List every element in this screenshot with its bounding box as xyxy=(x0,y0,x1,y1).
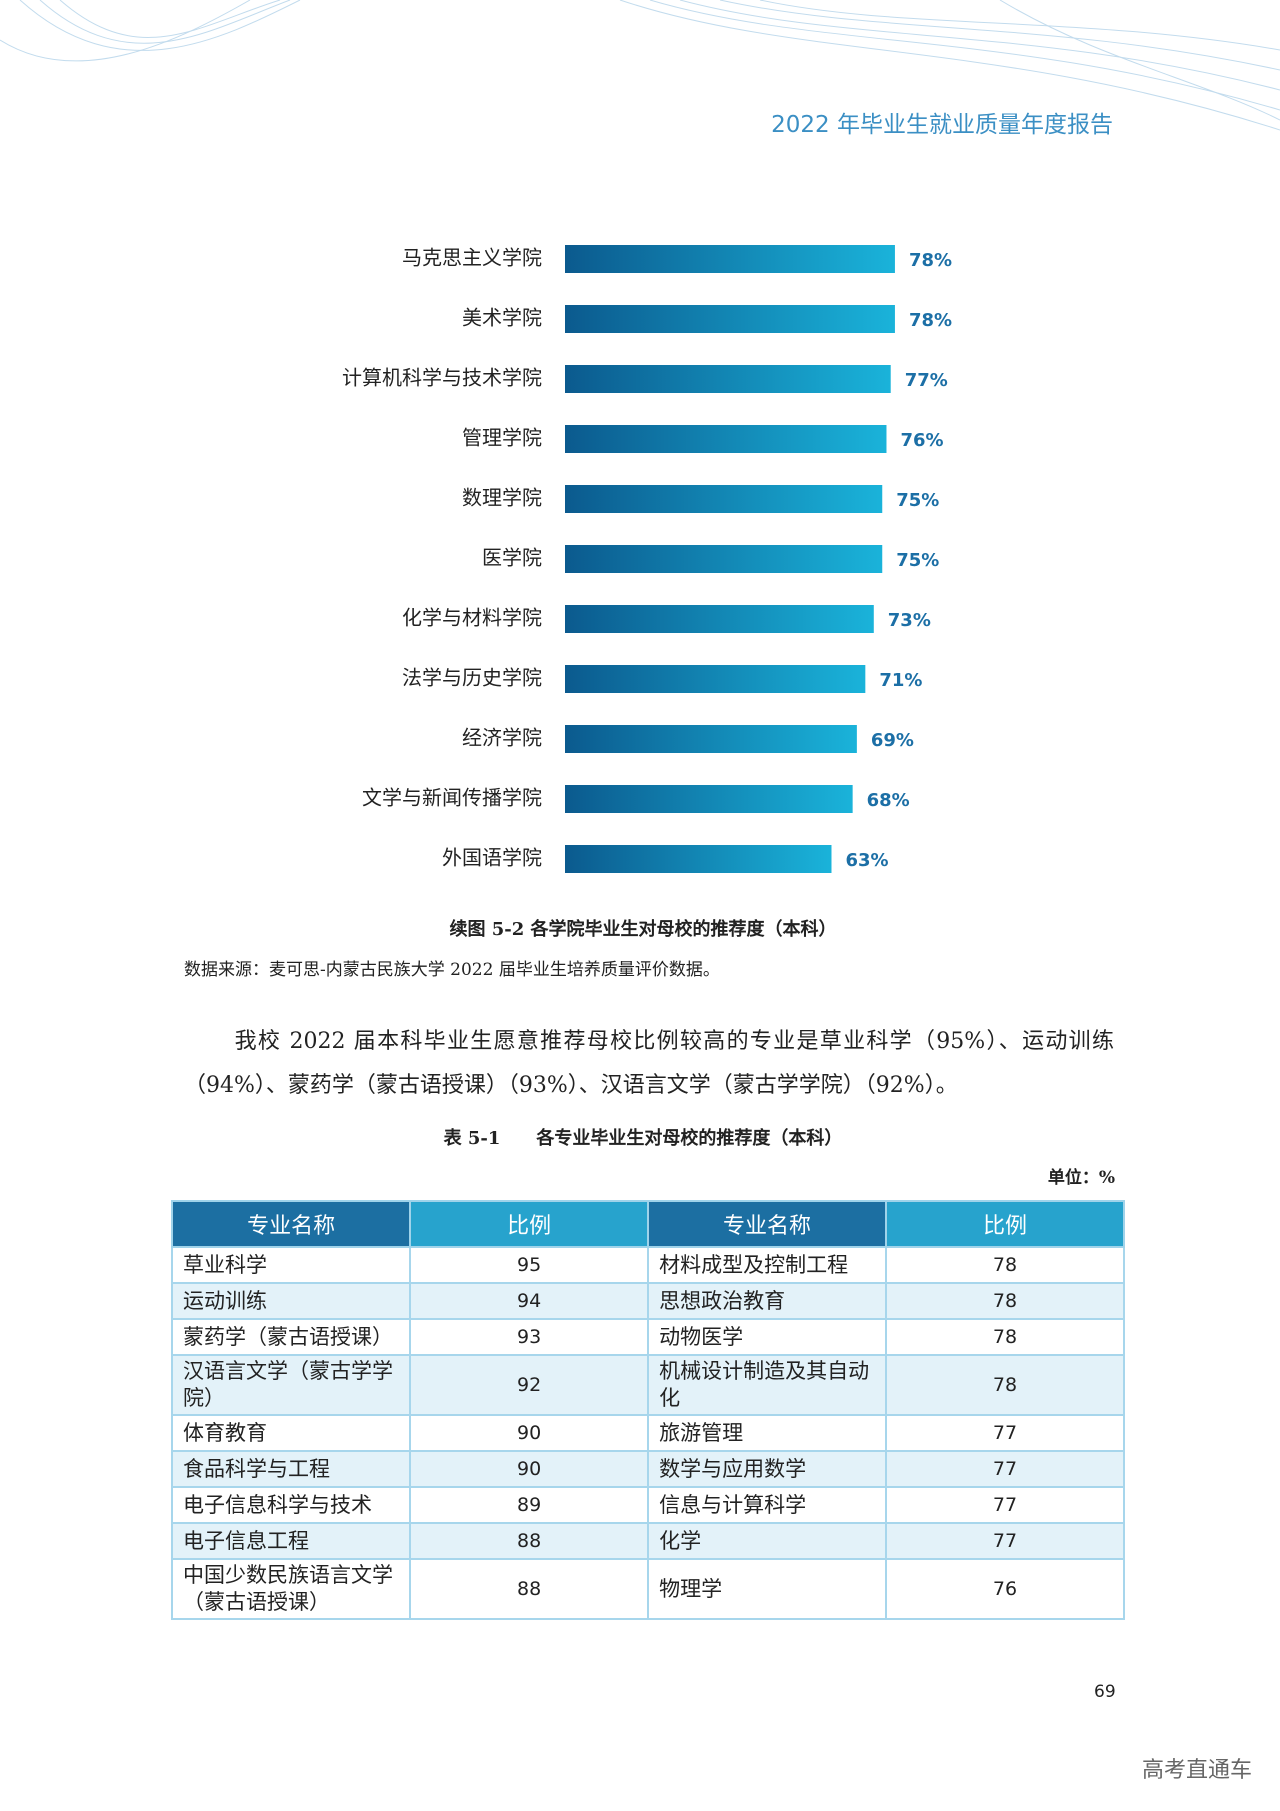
table-row: 草业科学 95 材料成型及控制工程 78 xyxy=(170,1246,1125,1284)
table-value-cell: 88 xyxy=(409,1522,650,1560)
value-label: 75% xyxy=(896,490,939,511)
table-row: 体育教育 90 旅游管理 77 xyxy=(170,1414,1125,1452)
category-label: 文学与新闻传播学院 xyxy=(362,786,542,810)
table-name-cell: 化学 xyxy=(647,1522,888,1560)
table-value-cell: 88 xyxy=(409,1558,650,1620)
table-header-cell: 专业名称 xyxy=(647,1200,888,1248)
table-value-cell: 78 xyxy=(885,1354,1125,1416)
value-label: 73% xyxy=(888,610,931,631)
bar xyxy=(565,725,857,753)
paragraph: 我校 2022 届本科毕业生愿意推荐母校比例较高的专业是草业科学（95%）、运动… xyxy=(184,1029,1114,1098)
table-name-cell: 物理学 xyxy=(647,1558,888,1620)
category-label: 经济学院 xyxy=(462,726,542,750)
table-name-cell: 中国少数民族语言文学（蒙古语授课） xyxy=(170,1558,412,1620)
chart: 马克思主义学院 78% 美术学院 78% 计算机科学与技术学院 77% 管理学院 76% 数理学… xyxy=(342,245,952,873)
value-label: 77% xyxy=(905,370,948,391)
table-header-cell: 比例 xyxy=(885,1200,1125,1248)
watermark: 高考直通车 xyxy=(1141,1758,1252,1783)
table-row: 中国少数民族语言文学（蒙古语授课） 88 物理学 76 xyxy=(170,1558,1125,1620)
category-label: 计算机科学与技术学院 xyxy=(342,366,542,390)
bar xyxy=(565,665,866,693)
table-value-cell: 89 xyxy=(409,1486,650,1524)
table-name-cell: 电子信息工程 xyxy=(170,1522,412,1560)
table-name-cell: 食品科学与工程 xyxy=(170,1450,412,1488)
bar xyxy=(565,845,832,873)
value-label: 75% xyxy=(896,550,939,571)
value-label: 78% xyxy=(909,310,952,331)
value-label: 76% xyxy=(900,430,943,451)
bar xyxy=(565,365,891,393)
value-label: 68% xyxy=(867,790,910,811)
category-label: 医学院 xyxy=(482,546,542,570)
table-value-cell: 77 xyxy=(885,1522,1125,1560)
table-value-cell: 78 xyxy=(885,1246,1125,1284)
value-label: 71% xyxy=(879,670,922,691)
table-name-cell: 材料成型及控制工程 xyxy=(647,1246,888,1284)
figure-caption: 续图 5-2 各学院毕业生对母校的推荐度（本科） xyxy=(449,919,837,940)
page-number: 69 xyxy=(1094,1682,1116,1702)
table-name-cell: 草业科学 xyxy=(170,1246,412,1284)
table-value-cell: 90 xyxy=(409,1414,650,1452)
table-name-cell: 机械设计制造及其自动化 xyxy=(647,1354,888,1416)
category-label: 美术学院 xyxy=(462,306,542,330)
table-value-cell: 78 xyxy=(885,1282,1125,1320)
table-value-cell: 95 xyxy=(409,1246,650,1284)
table-header-cell: 专业名称 xyxy=(170,1200,412,1248)
value-label: 69% xyxy=(871,730,914,751)
table-row: 运动训练 94 思想政治教育 78 xyxy=(170,1282,1125,1320)
table-value-cell: 77 xyxy=(885,1486,1125,1524)
table-body: 草业科学 95 材料成型及控制工程 78 运动训练 94 思想政治教育 78 蒙药学（蒙古语授课… xyxy=(170,1246,1125,1620)
bar xyxy=(565,785,853,813)
table-row: 汉语言文学（蒙古学学院） 92 机械设计制造及其自动化 78 xyxy=(170,1354,1125,1416)
table-name-cell: 动物医学 xyxy=(647,1318,888,1356)
category-label: 外国语学院 xyxy=(442,846,542,870)
table-value-cell: 92 xyxy=(409,1354,650,1416)
table-value-cell: 93 xyxy=(409,1318,650,1356)
table: 专业名称 比例 专业名称 比例 草业科学 95 材料成型及控制工程 78 运动训练 94 思想政治教… xyxy=(170,1200,1125,1620)
table-name-cell: 蒙药学（蒙古语授课） xyxy=(170,1318,412,1356)
table-row: 蒙药学（蒙古语授课） 93 动物医学 78 xyxy=(170,1318,1125,1356)
table-name-cell: 信息与计算科学 xyxy=(647,1486,888,1524)
value-label: 78% xyxy=(909,250,952,271)
table-name-cell: 汉语言文学（蒙古学学院） xyxy=(170,1354,412,1416)
table-header-row: 专业名称 比例 专业名称 比例 xyxy=(170,1200,1125,1248)
table-row: 食品科学与工程 90 数学与应用数学 77 xyxy=(170,1450,1125,1488)
bar xyxy=(565,485,883,513)
bar xyxy=(565,605,874,633)
table-name-cell: 旅游管理 xyxy=(647,1414,888,1452)
table-name-cell: 思想政治教育 xyxy=(647,1282,888,1320)
value-label: 63% xyxy=(845,850,888,871)
data-source: 数据来源：麦可思-内蒙古民族大学 2022 届毕业生培养质量评价数据。 xyxy=(184,960,720,980)
table-value-cell: 77 xyxy=(885,1414,1125,1452)
table-name-cell: 体育教育 xyxy=(170,1414,412,1452)
bar xyxy=(565,425,887,453)
bar xyxy=(565,545,883,573)
table-value-cell: 90 xyxy=(409,1450,650,1488)
top-decoration xyxy=(0,0,1280,131)
table-value-cell: 78 xyxy=(885,1318,1125,1356)
category-label: 管理学院 xyxy=(462,426,542,450)
bar xyxy=(565,245,895,273)
table-name-cell: 数学与应用数学 xyxy=(647,1450,888,1488)
bar xyxy=(565,305,895,333)
category-label: 法学与历史学院 xyxy=(402,666,542,690)
table-title: 表 5-1 各专业毕业生对母校的推荐度（本科） xyxy=(443,1128,843,1149)
table-header-cell: 比例 xyxy=(409,1200,650,1248)
category-label: 马克思主义学院 xyxy=(402,246,542,270)
table-unit: 单位：% xyxy=(1047,1168,1115,1188)
table-value-cell: 77 xyxy=(885,1450,1125,1488)
table-name-cell: 运动训练 xyxy=(170,1282,412,1320)
table-row: 电子信息科学与技术 89 信息与计算科学 77 xyxy=(170,1486,1125,1524)
table-value-cell: 94 xyxy=(409,1282,650,1320)
header-title: 2022 年毕业生就业质量年度报告 xyxy=(771,112,1113,138)
table-name-cell: 电子信息科学与技术 xyxy=(170,1486,412,1524)
category-label: 数理学院 xyxy=(462,486,542,510)
category-label: 化学与材料学院 xyxy=(402,606,542,630)
table-row: 电子信息工程 88 化学 77 xyxy=(170,1522,1125,1560)
table-value-cell: 76 xyxy=(885,1558,1125,1620)
